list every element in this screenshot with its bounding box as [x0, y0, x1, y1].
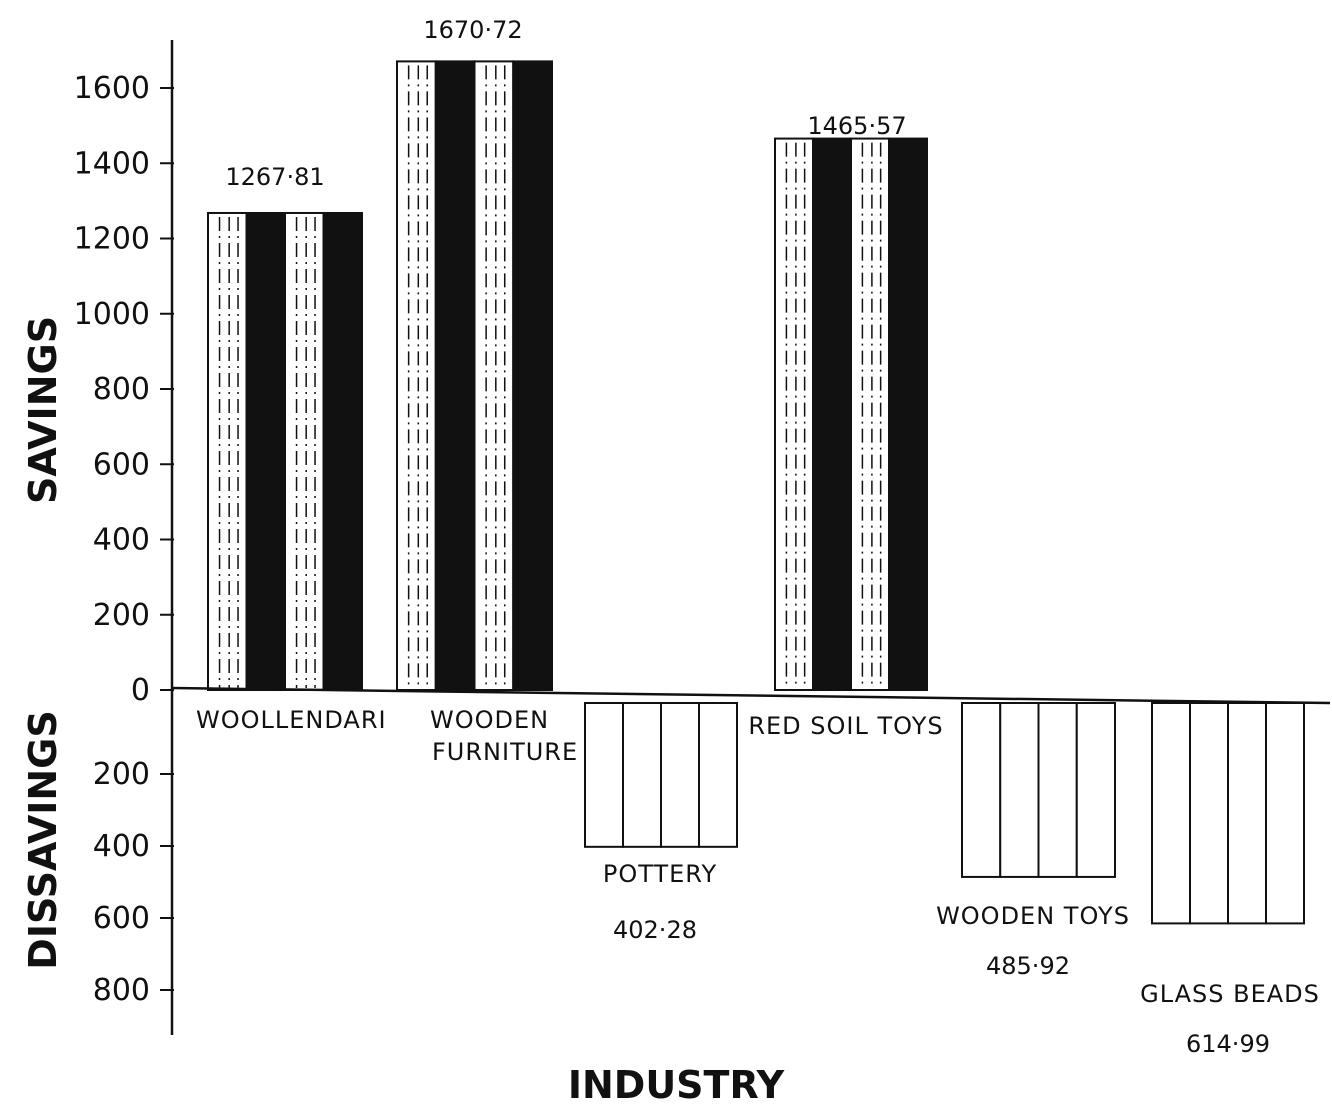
bar-segment — [888, 137, 928, 691]
data-label: 402·28 — [613, 916, 697, 944]
bar-segment — [1151, 702, 1191, 925]
bar-segment — [284, 211, 325, 691]
bars-layer — [207, 60, 1305, 925]
y-tick-label: 200 — [93, 757, 150, 792]
y-tick-label: 400 — [93, 829, 150, 864]
bar-segment — [207, 211, 248, 691]
y-tick-label: 800 — [93, 372, 150, 407]
bar-segment — [850, 137, 890, 691]
bar-segment — [622, 702, 662, 848]
data-label: 614·99 — [1186, 1030, 1270, 1058]
y-tick-label: 1000 — [74, 297, 150, 332]
data-label: 1267·81 — [225, 163, 324, 191]
y-tick-label: 400 — [93, 523, 150, 558]
data-label: 1465·57 — [807, 112, 906, 140]
bar-segment — [660, 702, 700, 848]
data-label: 485·92 — [986, 952, 1070, 980]
bar-segment — [584, 702, 624, 848]
y-ticks-layer: 1600 1400 1200 1000 800 600 400 200 0 200 400 600 80… — [74, 71, 174, 1008]
bar-segment — [812, 137, 852, 691]
category-label: GLASS BEADS — [1140, 980, 1320, 1008]
y-tick-label: 1400 — [74, 146, 150, 181]
bar-segment — [1075, 702, 1116, 878]
category-label: WOODEN FURNITURE — [430, 706, 578, 766]
y-tick-label: 200 — [93, 598, 150, 633]
bar-segment — [473, 60, 515, 691]
y-tick-label: 800 — [93, 973, 150, 1008]
y-tick-label: 0 — [131, 673, 150, 708]
bar-segment — [322, 211, 363, 691]
y-axis-title-savings: SAVINGS — [21, 316, 65, 504]
bar-segment — [698, 702, 738, 848]
axes-layer — [170, 40, 1331, 1035]
category-label: WOOLLENDARI — [196, 706, 387, 734]
bar-segment — [1037, 702, 1078, 878]
bar-segment — [396, 60, 437, 691]
category-label: WOODEN TOYS — [936, 902, 1130, 930]
labels-layer: WOOLLENDARI 1267·81 WOODEN FURNITURE 1670·72… — [196, 16, 1320, 1058]
bar-segment — [1227, 702, 1267, 925]
category-label: RED SOIL TOYS — [748, 712, 943, 740]
bar-segment — [999, 702, 1040, 878]
x-axis-title: INDUSTRY — [568, 1063, 785, 1106]
y-tick-label: 1600 — [74, 71, 150, 106]
y-axis-title-dissavings: DISSAVINGS — [21, 710, 65, 969]
bar-segment — [774, 137, 814, 691]
bar-segment — [512, 60, 553, 691]
y-tick-label: 600 — [93, 901, 150, 936]
data-label: 1670·72 — [423, 16, 522, 44]
bar-segment — [245, 211, 286, 691]
category-label: POTTERY — [603, 860, 717, 888]
y-tick-label: 600 — [93, 447, 150, 482]
y-tick-label: 1200 — [74, 222, 150, 257]
bar-segment — [961, 702, 1002, 878]
x-axis-line — [171, 686, 1331, 705]
bar-segment — [1265, 702, 1305, 925]
bar-segment — [1189, 702, 1229, 925]
bar-segment — [434, 60, 476, 691]
